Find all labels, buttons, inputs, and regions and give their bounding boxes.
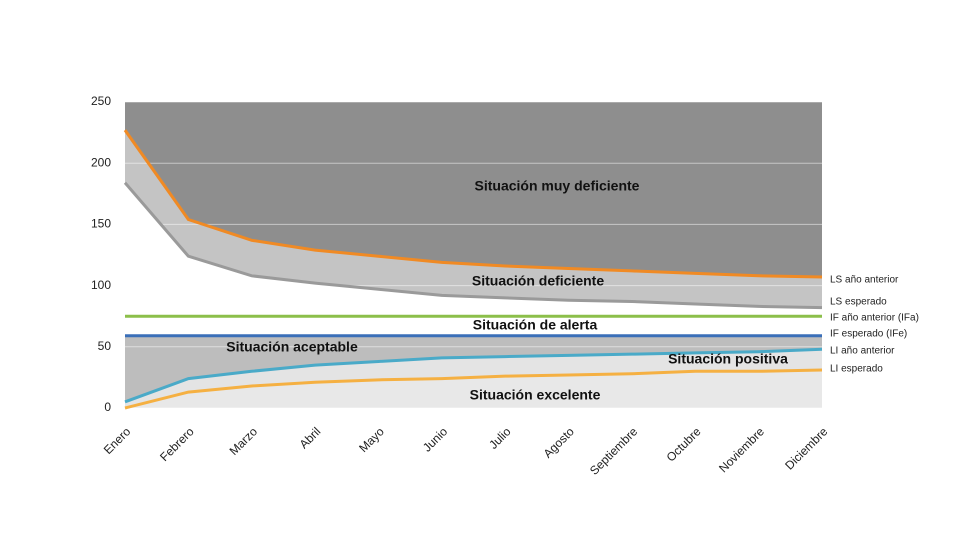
x-tick-label: Julio xyxy=(486,424,514,452)
x-tick-label: Junio xyxy=(420,424,450,454)
y-tick-label: 50 xyxy=(98,339,112,353)
region-label: Situación aceptable xyxy=(226,339,358,355)
x-tick-label: Mayo xyxy=(356,424,387,455)
x-tick-label: Diciembre xyxy=(782,424,830,472)
x-tick-label: Agosto xyxy=(541,424,578,461)
region-label: Situación positiva xyxy=(668,351,788,367)
x-tick-label: Febrero xyxy=(157,424,197,464)
series-line xyxy=(124,347,823,404)
band-fill xyxy=(125,335,822,402)
series-line xyxy=(123,129,823,279)
series-label: LI año anterior xyxy=(830,346,895,357)
series-label: LI esperado xyxy=(830,364,883,375)
region-label: Situación de alerta xyxy=(473,317,598,333)
x-tick-label: Noviembre xyxy=(716,424,767,475)
series-label: LS esperado xyxy=(830,297,887,308)
band-fill xyxy=(125,102,822,278)
series-line xyxy=(124,368,823,410)
band-fill xyxy=(125,349,822,408)
series-label: IF esperado (IFe) xyxy=(830,329,907,340)
region-label: Situación deficiente xyxy=(472,273,604,289)
y-tick-label: 250 xyxy=(91,94,111,108)
band-fill xyxy=(125,370,822,408)
series-label: LS año anterior xyxy=(830,275,899,286)
x-tick-label: Septiembre xyxy=(587,424,641,478)
y-tick-label: 100 xyxy=(91,278,111,292)
x-tick-label: Abril xyxy=(297,424,324,451)
band-fill xyxy=(125,130,822,308)
y-tick-label: 200 xyxy=(91,155,111,169)
x-tick-label: Enero xyxy=(101,424,134,457)
region-label: Situación excelente xyxy=(470,387,601,403)
x-tick-label: Octubre xyxy=(664,424,704,464)
region-label: Situación muy deficiente xyxy=(475,178,640,194)
y-tick-label: 150 xyxy=(91,217,111,231)
x-tick-label: Marzo xyxy=(227,424,261,458)
y-tick-label: 0 xyxy=(104,400,111,414)
series-line xyxy=(123,181,823,310)
series-label: IF año anterior (IFa) xyxy=(830,313,919,324)
